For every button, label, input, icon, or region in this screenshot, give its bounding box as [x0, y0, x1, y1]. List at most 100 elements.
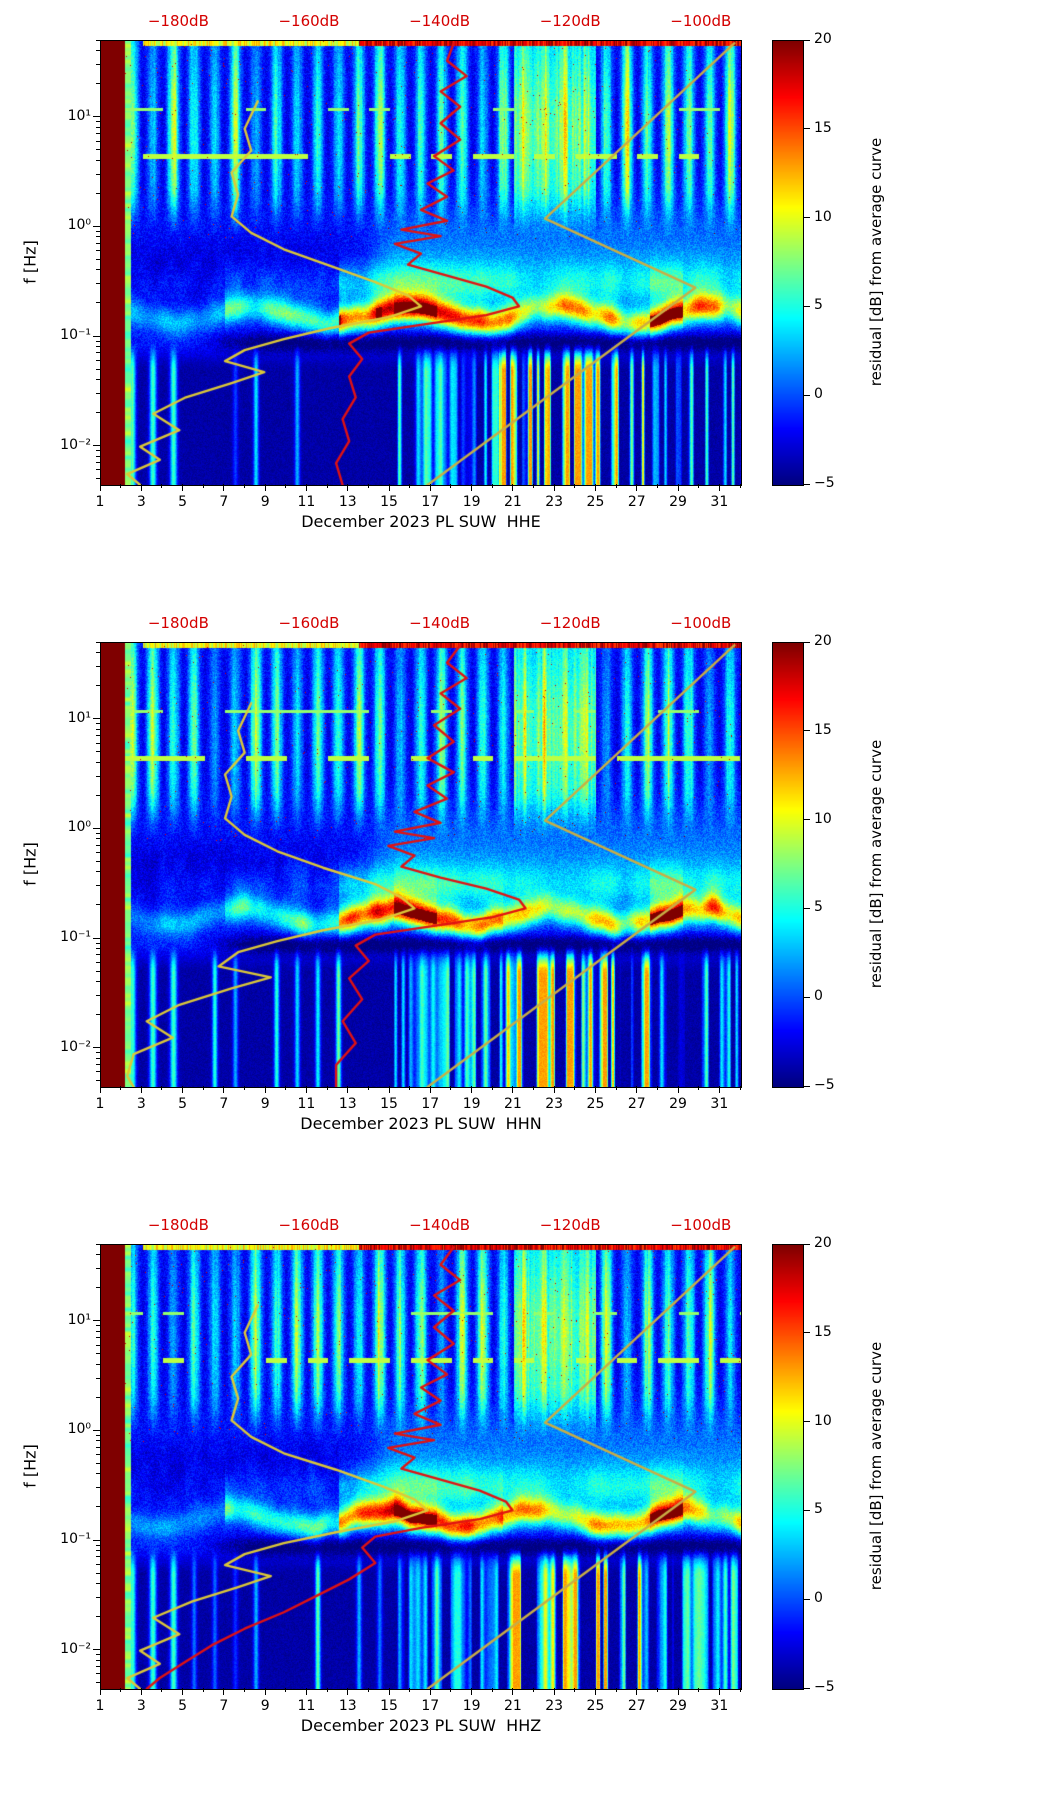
y-minor-tick [96, 368, 100, 370]
y-tick-label: 10⁻² [60, 1640, 91, 1657]
spectrogram-plot [100, 40, 742, 486]
y-axis-label: f [Hz] [20, 1444, 40, 1488]
y-minor-tick [96, 860, 100, 862]
y-minor-tick [96, 1052, 100, 1054]
spectrogram-plot [100, 642, 742, 1088]
x-minor-tick [202, 484, 204, 488]
y-minor-tick [96, 885, 100, 887]
y-minor-tick [96, 751, 100, 753]
x-major-tick [305, 1086, 307, 1093]
y-minor-tick [96, 359, 100, 361]
colorbar-tick [804, 641, 810, 643]
x-major-tick [677, 1688, 679, 1695]
x-major-tick [99, 1688, 101, 1695]
y-axis-label: f [Hz] [20, 842, 40, 886]
x-tick-label: 7 [219, 1096, 229, 1112]
x-major-tick [677, 1086, 679, 1093]
y-minor-tick [96, 1550, 100, 1552]
x-major-tick [305, 484, 307, 491]
x-tick-label: 9 [260, 1698, 270, 1714]
colorbar-tick [804, 730, 810, 732]
y-minor-tick [96, 723, 100, 725]
y-major-tick [93, 1539, 100, 1541]
x-minor-tick [450, 1688, 452, 1692]
x-major-tick [347, 484, 349, 491]
x-tick-label: 13 [338, 494, 357, 510]
y-minor-tick [96, 133, 100, 135]
x-major-tick [471, 1086, 473, 1093]
x-tick-label: 15 [380, 494, 398, 510]
x-minor-tick [367, 1086, 369, 1090]
x-major-tick [347, 1086, 349, 1093]
colorbar [772, 642, 804, 1088]
colorbar-label: residual [dB] from average curve [867, 739, 885, 989]
y-minor-tick [96, 904, 100, 906]
y-minor-tick [96, 379, 100, 381]
x-major-tick [471, 1688, 473, 1695]
y-major-tick [93, 937, 100, 939]
colorbar-label: residual [dB] from average curve [867, 1341, 885, 1591]
x-minor-tick [120, 1688, 122, 1692]
x-minor-tick [161, 1086, 163, 1090]
y-minor-tick [96, 469, 100, 471]
x-major-tick [553, 484, 555, 491]
y-minor-tick [96, 149, 100, 151]
y-minor-tick [96, 340, 100, 342]
colorbar-tick [804, 1085, 810, 1087]
y-tick-label: 10¹ [67, 709, 91, 726]
x-minor-tick [161, 484, 163, 488]
y-minor-tick [96, 1363, 100, 1365]
x-tick-label: 1 [95, 1698, 105, 1714]
x-minor-tick [367, 484, 369, 488]
y-minor-tick [96, 665, 100, 667]
x-minor-tick [326, 1688, 328, 1692]
y-minor-tick [96, 1325, 100, 1327]
colorbar [772, 1244, 804, 1690]
psd-curves-overlay [101, 41, 741, 485]
y-minor-tick [96, 844, 100, 846]
x-tick-label: 11 [297, 1096, 316, 1112]
x-tick-label: 19 [462, 1096, 481, 1112]
y-minor-tick [96, 126, 100, 128]
top-axis-tick-label: −180dB [147, 1216, 209, 1234]
x-tick-label: 21 [503, 494, 522, 510]
y-minor-tick [96, 728, 100, 730]
x-tick-label: 23 [545, 1698, 564, 1714]
y-minor-tick [96, 462, 100, 464]
y-minor-tick [96, 961, 100, 963]
colorbar-tick-label: 0 [814, 1590, 823, 1607]
x-major-tick [636, 484, 638, 491]
y-tick-label: 10⁰ [67, 217, 91, 234]
y-tick-label: 10⁰ [67, 819, 91, 836]
y-minor-tick [96, 871, 100, 873]
x-major-tick [305, 1688, 307, 1695]
x-major-tick [99, 1086, 101, 1093]
y-minor-tick [96, 970, 100, 972]
top-axis-tick-label: −120dB [539, 614, 601, 632]
x-minor-tick [409, 1688, 411, 1692]
x-minor-tick [244, 484, 246, 488]
y-minor-tick [96, 1473, 100, 1475]
y-minor-tick [96, 1446, 100, 1448]
x-tick-label: 19 [462, 1698, 481, 1714]
y-tick-label: 10⁻² [60, 1038, 91, 1055]
x-tick-label: 27 [627, 1096, 646, 1112]
x-minor-tick [698, 1688, 700, 1692]
x-minor-tick [285, 484, 287, 488]
y-minor-tick [96, 948, 100, 950]
x-major-tick [99, 484, 101, 491]
y-minor-tick [96, 981, 100, 983]
x-tick-label: 3 [136, 1698, 146, 1714]
colorbar-tick [804, 819, 810, 821]
y-minor-tick [96, 242, 100, 244]
y-minor-tick [96, 1673, 100, 1675]
x-minor-tick [739, 484, 741, 488]
x-tick-label: 25 [586, 494, 605, 510]
x-tick-label: 17 [421, 494, 440, 510]
colorbar-tick [804, 39, 810, 41]
top-axis-tick-label: −140dB [409, 614, 471, 632]
y-tick-label: 10⁰ [67, 1421, 91, 1438]
colorbar-gradient [773, 643, 803, 1087]
x-major-tick [429, 1688, 431, 1695]
y-minor-tick [96, 1434, 100, 1436]
